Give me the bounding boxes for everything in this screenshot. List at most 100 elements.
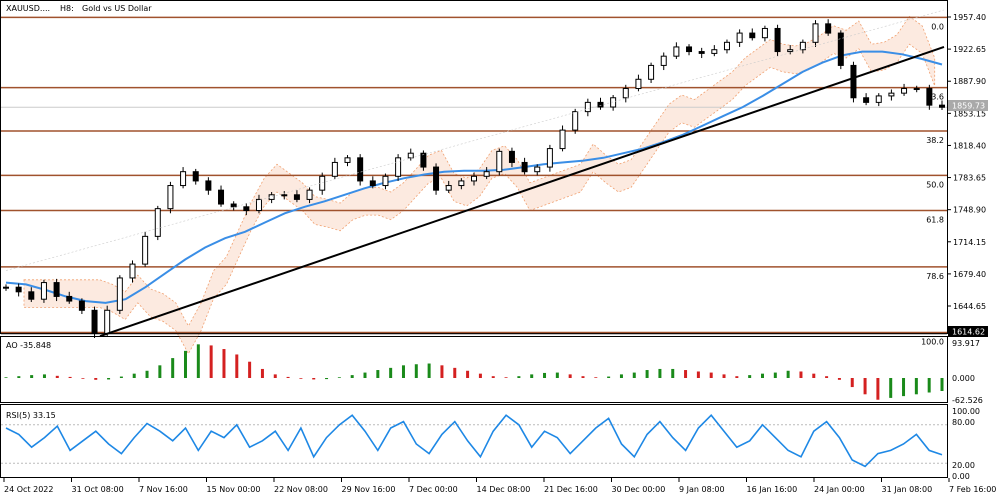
candle-body [382,175,389,187]
time-tick-label: 15 Nov 00:00 [207,485,261,494]
rsi-line[interactable] [5,414,943,468]
candle-body [749,32,756,39]
candle-body [812,23,819,43]
candle-body [445,185,452,191]
candle-body [357,157,364,182]
candle-body [91,309,98,334]
time-tick-label: 30 Dec 00:00 [612,485,666,494]
candle-body [546,148,553,168]
candle-body [243,206,250,211]
candle-body [648,64,655,80]
ao-panel[interactable] [0,336,948,403]
candle-body [116,277,123,311]
awesome-oscillator [4,344,944,400]
candle-body [306,189,313,200]
candle-body [736,32,743,43]
time-tick-label: 7 Feb 16:00 [949,485,996,494]
candle-body [395,157,402,177]
trendline-line[interactable] [99,45,945,338]
candle-body [901,88,908,94]
candle-body [104,309,111,334]
candle-body [369,180,376,187]
rsi-label: RSI(5) 33.15 [6,411,56,420]
candle-body [711,49,718,54]
candle-body [192,171,199,182]
ao-tick-zero: 0.000 [952,374,975,383]
trendline [5,9,945,338]
candle-body [584,101,591,113]
time-tick-label: 16 Jan 16:00 [747,485,798,494]
candle-body [572,111,579,131]
candle-body [799,41,806,51]
current-price-label: 1859.73 [952,102,985,111]
candle-body [420,152,427,168]
candle-body [205,180,212,191]
candle-body [673,46,680,57]
candle-body [837,32,844,66]
price-tick-label: 1853.15 [953,109,986,118]
low-price-label: 1614.62 [952,328,985,337]
candle-body [433,166,440,191]
price-tick-label: 1644.65 [953,302,986,311]
rsi-tick-100: 100.00 [952,407,980,416]
time-tick-label: 31 Jan 08:00 [882,485,933,494]
candle-body [875,95,882,103]
candle-body [761,27,768,39]
chart-symbol: XAUUSD.... [6,4,50,13]
rsi-panel[interactable] [0,404,948,478]
cloud-band [23,15,936,355]
fib-level-label: 0.0 [931,22,944,31]
rsi-tick-80: 80.00 [952,418,975,427]
candle-body [787,49,794,53]
candle-body [610,97,617,108]
time-tick-label: 22 Nov 08:00 [274,485,328,494]
rsi-tick-0: 0.00 [952,472,970,481]
fib-level-label: 38.2 [926,136,944,145]
time-tick-label: 31 Oct 08:00 [72,485,124,494]
moving-average [5,50,943,304]
price-tick-label: 1887.90 [953,77,986,86]
candle-body [888,92,895,97]
price-tick-label: 1679.40 [953,270,986,279]
candle-body [3,286,9,289]
ma-line[interactable] [5,50,943,304]
time-tick-label: 21 Dec 16:00 [544,485,598,494]
candle-body [28,291,35,300]
candle-body [142,235,149,265]
candle-body [53,282,60,297]
time-tick-label: 24 Jan 00:00 [814,485,865,494]
candle-body [850,64,857,99]
candle-body [774,27,781,53]
candle-body [458,180,465,187]
candle-body [534,166,541,173]
price-tick-label: 1818.40 [953,141,986,150]
candle-body [407,152,414,159]
price-tick-label: 1714.15 [953,238,986,247]
chart-description: Gold vs US Dollar [82,4,152,13]
candle-body [825,23,832,34]
candle-body [483,171,490,177]
ao-label: AO -35.848 [6,341,51,350]
candle-body [180,171,187,187]
candle-body [230,203,237,208]
candle-body [939,104,945,108]
candle-body [167,185,174,210]
candle-body [698,51,705,54]
ao-tick-bottom: -62.526 [952,396,983,405]
fib-level-label: 23.6 [926,93,944,102]
fib-level-label: 50.0 [926,180,944,189]
time-tick-label: 24 Oct 2022 [4,485,53,494]
candle-body [40,282,47,300]
candle-body [622,88,629,99]
price-candles [3,19,945,339]
candle-body [660,55,667,66]
candle-body [521,161,528,173]
price-tick-label: 1783.65 [953,174,986,183]
candle-body [723,41,730,51]
candle-body [319,175,326,191]
candle-body [344,157,351,163]
low-price-box [948,326,988,337]
current-price-box [948,100,988,111]
rsi-tick-20: 20.00 [952,461,975,470]
